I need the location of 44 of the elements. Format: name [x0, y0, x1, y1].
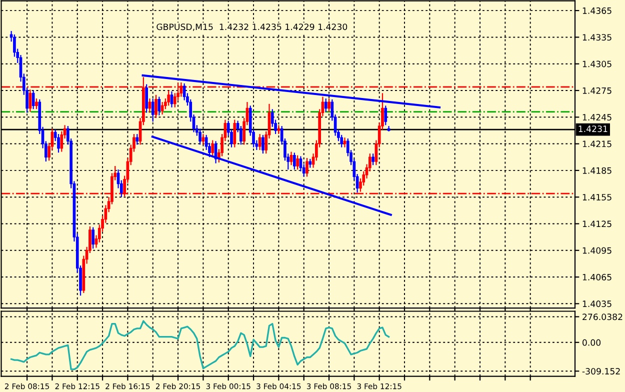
candlestick — [233, 119, 236, 148]
candlestick — [151, 98, 154, 122]
candlestick — [158, 96, 161, 116]
y-tick-label: 1.4125 — [582, 220, 612, 228]
y-tick-label: 276.0382 — [582, 314, 622, 320]
line-series — [10, 320, 390, 370]
y-tick-label: 0.00 — [582, 339, 601, 346]
y-tick-label: 1.4095 — [582, 247, 612, 254]
y-tick-label: 1.4065 — [582, 274, 612, 280]
candlestick — [290, 151, 293, 166]
ref-line-label: 1.4231 — [578, 126, 608, 132]
annotation: GBPUSD,M15 1.4232 1.4235 1.4229 1.4230 — [156, 24, 348, 31]
y-tick-label: 1.4365 — [582, 7, 612, 14]
candlestick — [148, 98, 152, 114]
candlestick — [136, 133, 139, 146]
candlestick — [154, 94, 158, 119]
candlestick — [92, 226, 95, 250]
candlestick — [306, 157, 308, 178]
candlestick — [328, 98, 330, 112]
candlestick — [292, 152, 296, 170]
candlestick — [258, 133, 262, 151]
candlestick — [198, 128, 202, 146]
candlestick — [145, 84, 148, 114]
candlestick — [296, 154, 299, 170]
y-tick-label: 1.4155 — [582, 194, 612, 200]
y-tick-label: 1.4305 — [582, 60, 612, 68]
y-tick-label: 1.4335 — [582, 34, 612, 41]
candlestick — [32, 90, 35, 110]
y-tick-label: 1.4215 — [582, 140, 612, 148]
candlestick — [384, 105, 388, 126]
candlestick — [262, 134, 264, 154]
candlestick — [167, 90, 170, 106]
candlestick — [57, 133, 60, 154]
y-tick-label: 1.4275 — [582, 87, 612, 94]
candlestick — [160, 101, 164, 116]
candlestick — [35, 98, 38, 110]
y-tick-label: 1.4035 — [582, 300, 612, 308]
y-tick-label: 1.4185 — [582, 167, 612, 174]
y-tick-label: 1.4245 — [582, 114, 612, 121]
candlestick — [202, 133, 205, 146]
y-tick-label: -309.152 — [582, 368, 620, 375]
candlestick — [211, 140, 214, 157]
candlestick — [324, 98, 328, 112]
candlestick — [372, 153, 374, 166]
